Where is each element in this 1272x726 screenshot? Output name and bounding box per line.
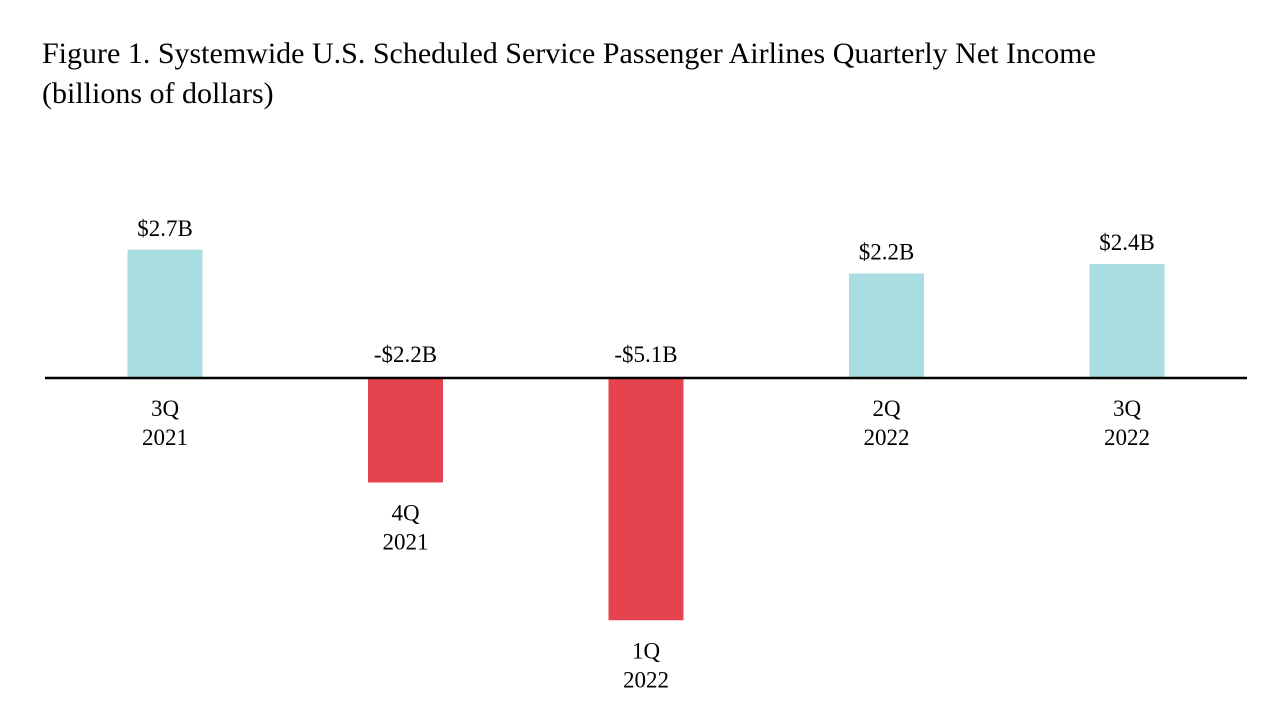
category-label-1-quarter: 3Q — [151, 396, 180, 421]
labels-group: $2.7B 3Q 2021 -$2.2B 4Q 2021 -$5.1B 1Q 2022 $2.2B… — [137, 216, 1155, 693]
chart-title: Figure 1. Systemwide U.S. Scheduled Serv… — [42, 34, 1242, 114]
category-label-5-year: 2022 — [1104, 425, 1150, 450]
bar-1 — [127, 249, 203, 378]
data-label-1: $2.7B — [137, 216, 193, 241]
category-label-4-quarter: 2Q — [872, 396, 901, 421]
bar-4 — [849, 273, 924, 378]
category-label-3-year: 2022 — [623, 667, 669, 692]
category-label-2-year: 2021 — [383, 530, 429, 555]
data-label-4: $2.2B — [859, 240, 915, 265]
data-label-2: -$2.2B — [374, 342, 437, 367]
category-label-2-quarter: 4Q — [391, 501, 420, 526]
data-label-5: $2.4B — [1099, 230, 1155, 255]
bar-5 — [1089, 264, 1165, 378]
category-label-3-quarter: 1Q — [632, 638, 661, 663]
chart-title-line-1: Figure 1. Systemwide U.S. Scheduled Serv… — [42, 37, 1096, 70]
data-label-3: -$5.1B — [614, 342, 677, 367]
category-label-1-year: 2021 — [142, 425, 188, 450]
bar-2 — [368, 378, 443, 483]
category-label-5-quarter: 3Q — [1113, 396, 1142, 421]
bar-3 — [608, 378, 684, 621]
chart-title-line-2: (billions of dollars) — [42, 77, 274, 110]
category-label-4-year: 2022 — [864, 425, 910, 450]
bars-group — [127, 249, 1165, 621]
